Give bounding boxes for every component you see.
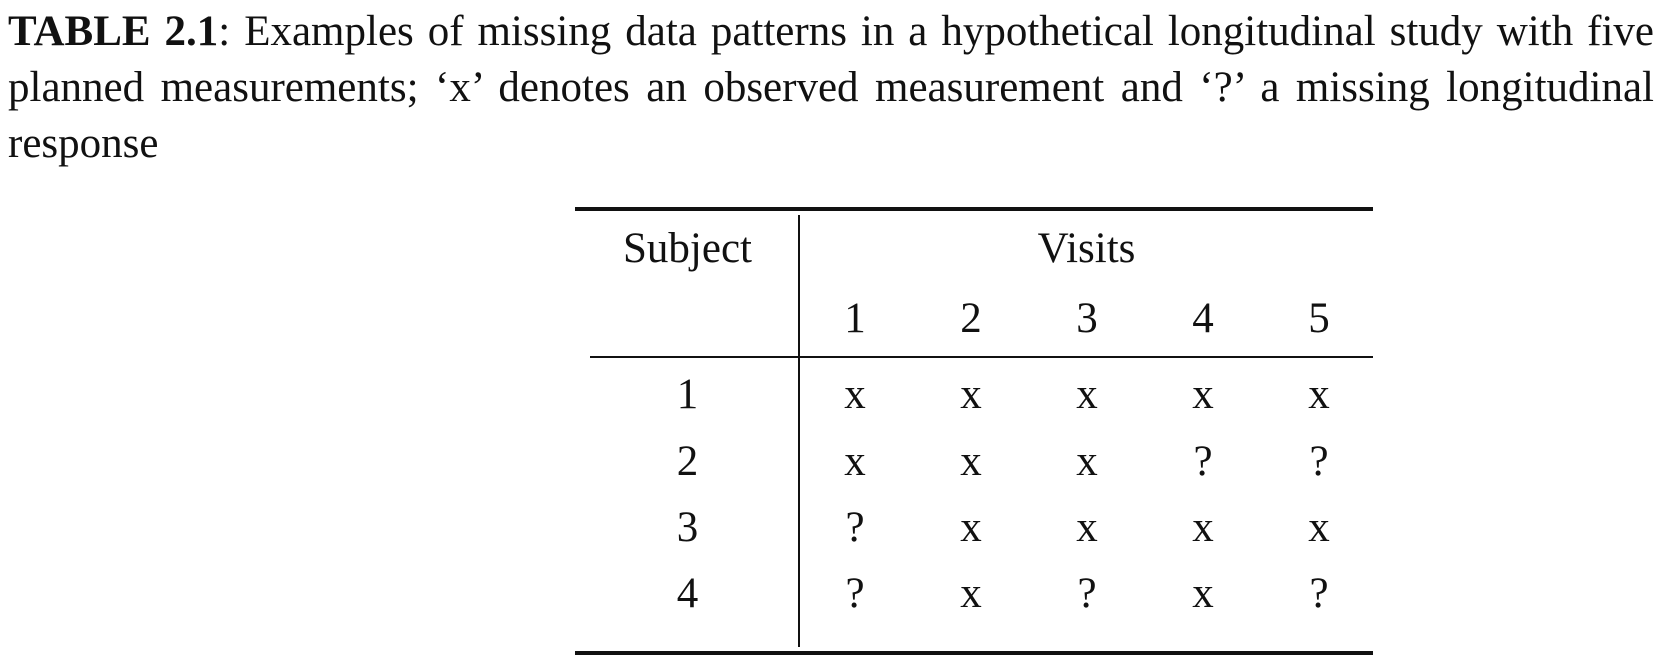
table-header-rule xyxy=(590,356,1373,358)
visits-column-header: Visits xyxy=(1037,225,1136,272)
subject-id: 2 xyxy=(676,438,699,485)
visit-cell: x xyxy=(1076,371,1098,418)
visit-cell: x xyxy=(844,371,866,418)
visit-number-header: 1 xyxy=(844,295,866,342)
visit-cell: x xyxy=(1076,438,1098,485)
visit-cell: x xyxy=(1192,570,1214,617)
visit-cell: x xyxy=(844,438,866,485)
visit-cell: ? xyxy=(1077,570,1097,617)
table-vertical-rule xyxy=(798,215,800,647)
visit-cell: x xyxy=(960,570,982,617)
visit-cell: x xyxy=(1192,371,1214,418)
subject-id: 3 xyxy=(676,504,699,551)
visit-cell: ? xyxy=(845,504,865,551)
subject-id: 4 xyxy=(676,570,699,617)
visit-number-header: 3 xyxy=(1076,295,1098,342)
caption-text: : Examples of missing data patterns in a… xyxy=(8,8,1654,167)
visit-cell: ? xyxy=(1309,438,1329,485)
visit-cell: ? xyxy=(1193,438,1213,485)
visit-number-header: 4 xyxy=(1192,295,1214,342)
visit-cell: x xyxy=(1192,504,1214,551)
visit-cell: x xyxy=(1076,504,1098,551)
visit-number-header: 2 xyxy=(960,295,982,342)
visit-cell: ? xyxy=(845,570,865,617)
subject-column-header: Subject xyxy=(623,225,752,272)
visit-cell: x xyxy=(1308,504,1330,551)
table-caption: TABLE 2.1: Examples of missing data patt… xyxy=(8,4,1654,172)
visit-cell: x xyxy=(960,438,982,485)
table-bottom-rule xyxy=(575,651,1373,655)
visit-cell: ? xyxy=(1309,570,1329,617)
table-top-rule xyxy=(575,207,1373,211)
visit-cell: x xyxy=(1308,371,1330,418)
visit-cell: x xyxy=(960,504,982,551)
visit-cell: x xyxy=(960,371,982,418)
table-label: TABLE 2.1 xyxy=(8,8,219,55)
subject-id: 1 xyxy=(676,371,699,418)
visit-number-header: 5 xyxy=(1308,295,1330,342)
